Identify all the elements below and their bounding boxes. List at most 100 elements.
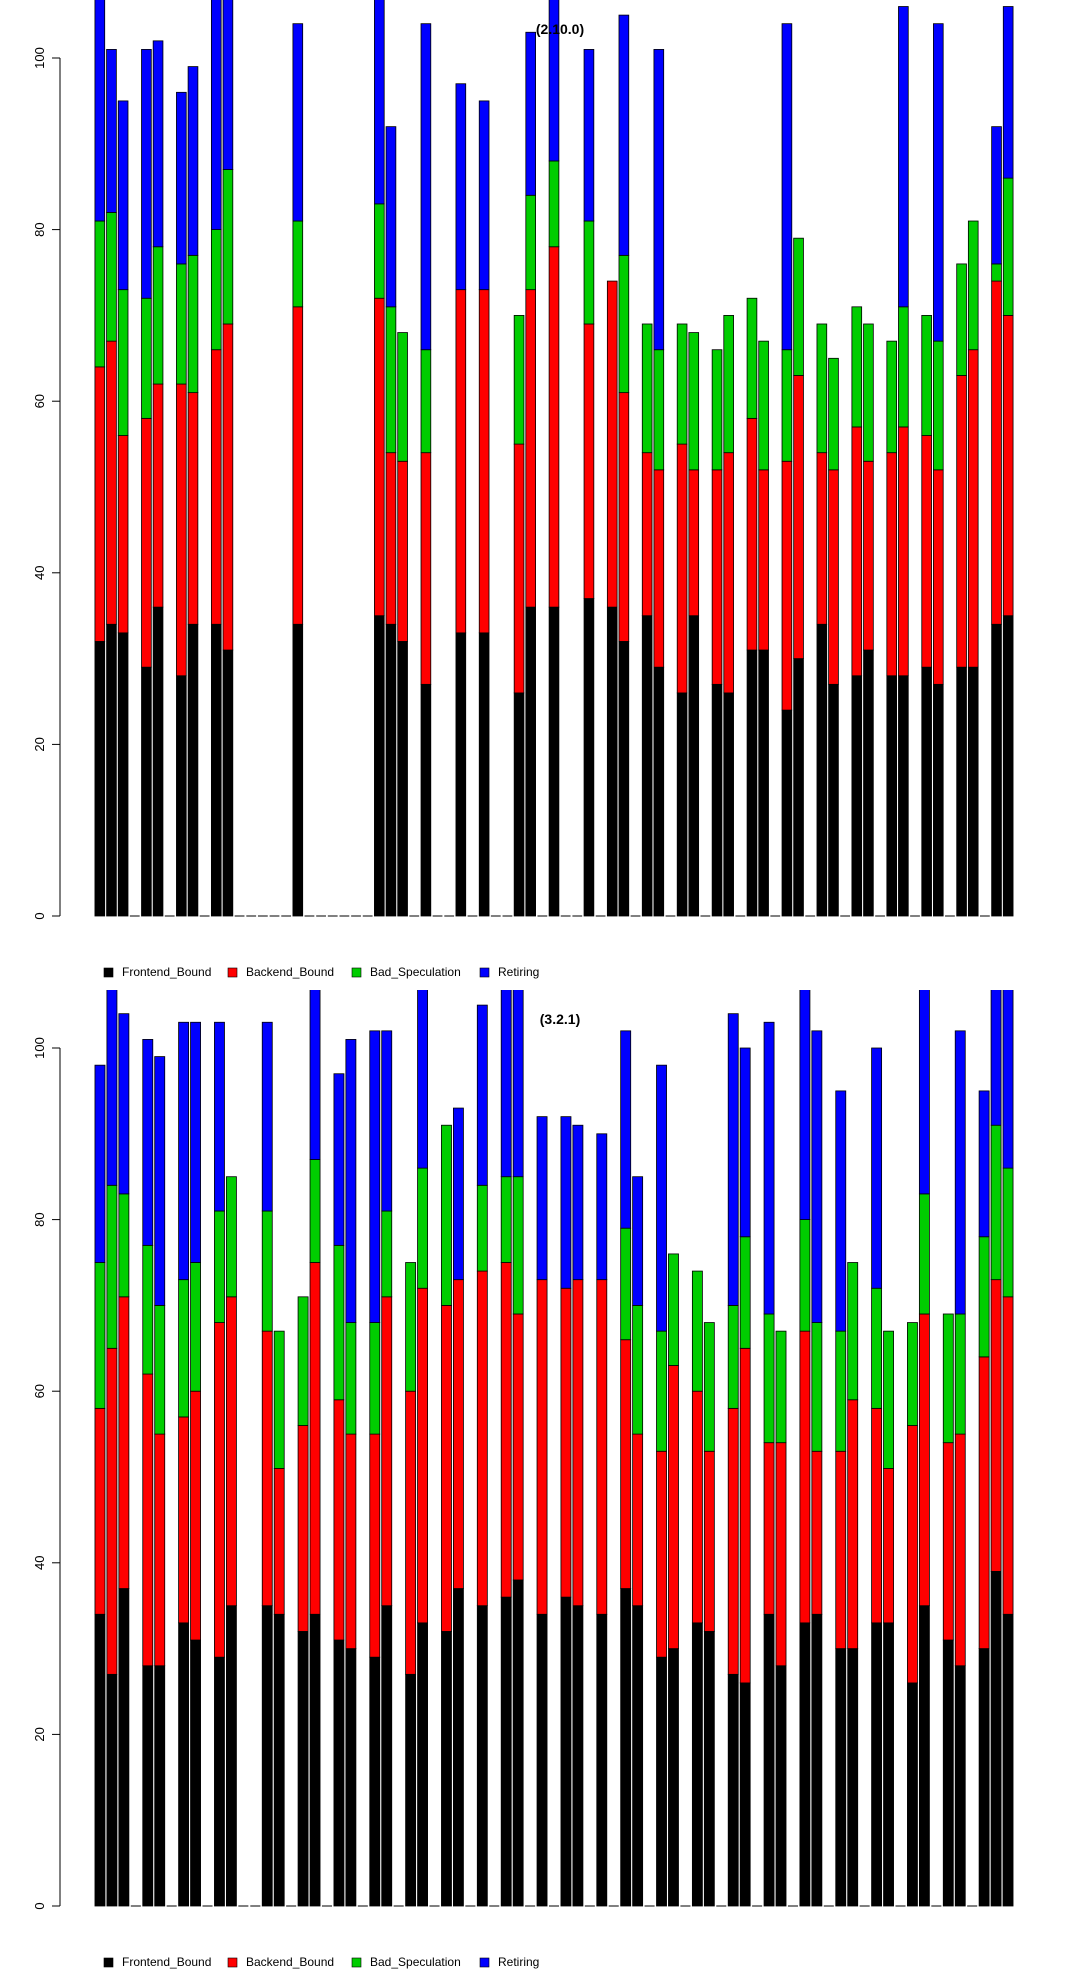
y-tick-label: 0: [32, 912, 47, 919]
bar-segment-frontend-bound: [106, 623, 117, 917]
bar-segment-bad-speculation: [799, 1219, 811, 1332]
bar-segment-backend-bound: [106, 340, 117, 625]
bar-segment-backend-bound: [967, 349, 979, 668]
bar-segment-bad-speculation: [933, 340, 944, 471]
bar-segment-backend-bound: [152, 383, 164, 608]
bar-segment-frontend-bound: [954, 1665, 966, 1907]
bar-segment-bad-speculation: [420, 349, 432, 454]
bar-segment-bad-speculation: [397, 332, 408, 462]
bar-segment-backend-bound: [1002, 1296, 1014, 1615]
bar-segment-backend-bound: [512, 1313, 524, 1581]
bar-segment-frontend-bound: [886, 675, 898, 917]
bar-segment-frontend-bound: [746, 649, 758, 917]
bar-segment-retiring: [385, 126, 397, 308]
bar-segment-bad-speculation: [727, 1304, 739, 1409]
bar-segment-frontend-bound: [828, 683, 839, 917]
bar-segment-retiring: [417, 990, 428, 1169]
bar-segment-frontend-bound: [117, 632, 129, 917]
bars: [94, 0, 1014, 917]
bar-segment-backend-bound: [405, 1390, 417, 1675]
bar-segment-bad-speculation: [847, 1262, 859, 1401]
bar-segment-bad-speculation: [117, 289, 129, 436]
bar-segment-frontend-bound: [210, 623, 222, 917]
bar-segment-bad-speculation: [1002, 177, 1014, 316]
bar-segment-retiring: [309, 990, 321, 1160]
bar-segment-frontend-bound: [898, 675, 909, 917]
bar-segment-frontend-bound: [441, 1631, 452, 1907]
legend-swatch-bad-speculation: [351, 967, 362, 978]
bar-segment-bad-speculation: [222, 169, 234, 325]
bar-segment-backend-bound: [214, 1322, 225, 1658]
bar-segment-backend-bound: [703, 1450, 715, 1632]
bar-segment-frontend-bound: [816, 623, 828, 917]
bar-segment-backend-bound: [141, 417, 152, 668]
bar-segment-retiring: [178, 1021, 190, 1281]
y-tick-label: 80: [32, 1212, 47, 1226]
bar-segment-backend-bound: [190, 1390, 201, 1641]
bar-segment-frontend-bound: [723, 692, 734, 917]
bar-segment-frontend-bound: [921, 666, 932, 917]
bar-segment-backend-bound: [560, 1287, 572, 1598]
bar-segment-frontend-bound: [536, 1613, 548, 1907]
bar-segment-bad-speculation: [653, 349, 665, 471]
bar-segment-backend-bound: [956, 375, 967, 668]
bar-segment-frontend-bound: [668, 1648, 679, 1907]
bar-segment-backend-bound: [739, 1347, 751, 1684]
bar-segment-frontend-bound: [512, 1579, 524, 1907]
bar-segment-backend-bound: [978, 1356, 990, 1650]
bar-segment-frontend-bound: [397, 641, 408, 917]
bar-segment-frontend-bound: [703, 1631, 715, 1907]
bar-segment-bad-speculation: [863, 323, 874, 462]
bar-segment-bad-speculation: [618, 254, 630, 394]
bar-segment-backend-bound: [261, 1330, 273, 1607]
bar-segment-frontend-bound: [176, 675, 187, 917]
bar-segment-backend-bound: [691, 1390, 703, 1624]
bar-segment-bad-speculation: [500, 1176, 512, 1263]
bar-segment-frontend-bound: [118, 1588, 130, 1907]
bar-segment-frontend-bound: [596, 1613, 608, 1907]
bar-segment-backend-bound: [476, 1270, 488, 1607]
bar-segment-frontend-bound: [1002, 615, 1014, 917]
bar-segment-bad-speculation: [190, 1262, 201, 1392]
bar-segment-backend-bound: [572, 1279, 584, 1607]
bar-segment-bad-speculation: [739, 1236, 751, 1349]
bar-segment-bad-speculation: [261, 1210, 273, 1332]
bar-segment-frontend-bound: [525, 606, 537, 917]
bar-segment-frontend-bound: [476, 1605, 488, 1907]
bar-segment-bad-speculation: [723, 314, 734, 454]
bar-segment-bad-speculation: [967, 220, 979, 351]
bar-segment-backend-bound: [500, 1262, 512, 1598]
chart-title: (2.10.0): [536, 21, 584, 37]
bar-segment-bad-speculation: [152, 246, 164, 385]
bar-segment-frontend-bound: [763, 1613, 775, 1907]
bar-segment-bad-speculation: [898, 306, 909, 428]
bar-segment-retiring: [476, 1004, 488, 1186]
bar-segment-backend-bound: [606, 280, 618, 608]
bar-segment-bad-speculation: [106, 1184, 118, 1349]
bar-segment-retiring: [1002, 6, 1014, 179]
bar-segment-backend-bound: [851, 426, 863, 677]
bar-segment-bad-speculation: [225, 1176, 237, 1298]
bar-segment-bad-speculation: [369, 1322, 381, 1435]
bar-segment-bad-speculation: [176, 263, 187, 385]
bar-segment-bad-speculation: [405, 1262, 417, 1392]
bar-segment-frontend-bound: [883, 1622, 894, 1907]
bar-segment-frontend-bound: [851, 675, 863, 917]
bar-segment-bad-speculation: [907, 1322, 918, 1426]
bar-segment-retiring: [94, 0, 106, 222]
bar-segment-bad-speculation: [691, 1270, 703, 1392]
bar-segment-retiring: [781, 23, 793, 351]
bar-segment-backend-bound: [1002, 314, 1014, 617]
y-tick-label: 60: [32, 394, 47, 408]
bar-segment-bad-speculation: [763, 1313, 775, 1444]
bar-segment-retiring: [106, 49, 117, 213]
bar-segment-frontend-bound: [154, 1665, 166, 1907]
bar-segment-frontend-bound: [1002, 1613, 1014, 1907]
bar-segment-retiring: [345, 1039, 357, 1323]
bar-segment-retiring: [620, 1030, 632, 1229]
bar-segment-retiring: [933, 23, 944, 342]
bar-segment-bad-speculation: [641, 323, 653, 454]
bar-segment-bad-speculation: [758, 340, 769, 471]
bar-segment-backend-bound: [816, 452, 828, 625]
legend-label-bad-speculation: Bad_Speculation: [370, 965, 461, 979]
